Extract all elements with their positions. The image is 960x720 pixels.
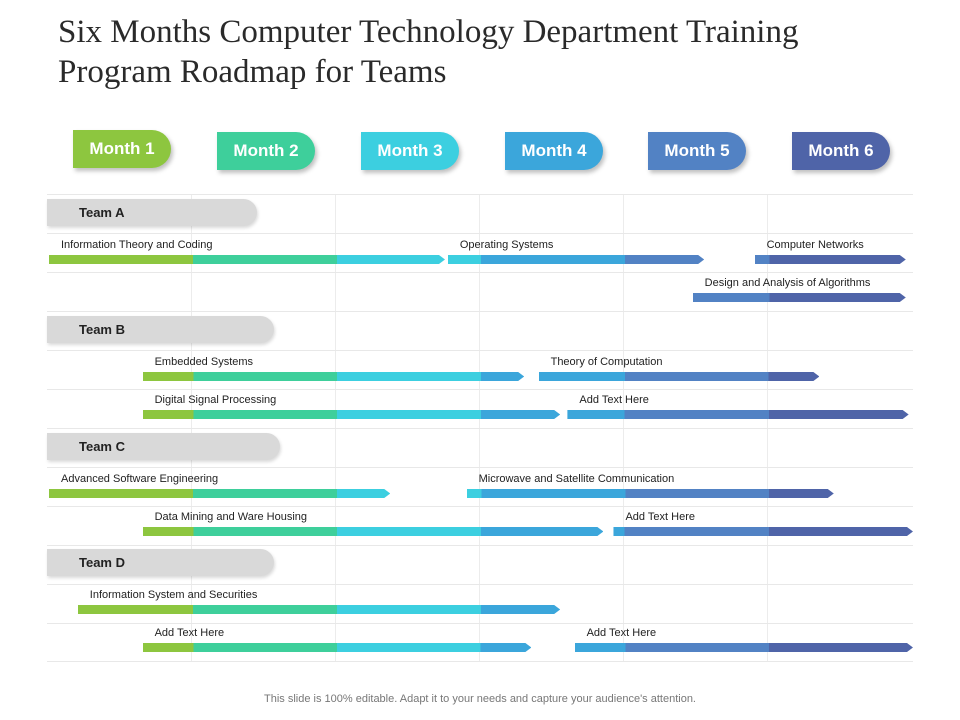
task-label: Digital Signal Processing [154, 394, 277, 406]
month-tab-3: Month 3 [361, 132, 459, 170]
task-label: Theory of Computation [550, 356, 663, 368]
task-bar [693, 293, 906, 302]
row-divider [47, 194, 913, 195]
task-label: Add Text Here [625, 511, 695, 523]
month-tab-6: Month 6 [792, 132, 890, 170]
page-title: Six Months Computer Technology Departmen… [58, 14, 799, 90]
task-label: Design and Analysis of Algorithms [704, 277, 871, 289]
row-divider [47, 233, 913, 234]
task-label: Operating Systems [459, 239, 554, 251]
task-bar [539, 372, 820, 381]
month-tab-1: Month 1 [73, 130, 171, 168]
task-label: Data Mining and Ware Housing [154, 511, 308, 523]
task-label: Information System and Securities [89, 589, 258, 601]
row-divider [47, 389, 913, 390]
row-divider [47, 661, 913, 662]
row-divider [47, 545, 913, 546]
team-label: Team D [47, 549, 274, 576]
team-label: Team A [47, 199, 257, 226]
task-bar [575, 643, 913, 652]
task-label: Add Text Here [586, 627, 657, 639]
task-bar [143, 527, 604, 536]
row-divider [47, 467, 913, 468]
task-label: Advanced Software Engineering [61, 473, 219, 485]
month-tab-4: Month 4 [505, 132, 603, 170]
task-bar [567, 410, 908, 419]
task-label: Add Text Here [154, 627, 225, 639]
task-label: Computer Networks [766, 239, 864, 251]
month-tab-2: Month 2 [217, 132, 315, 170]
task-bar [755, 255, 906, 264]
footer-note: This slide is 100% editable. Adapt it to… [264, 693, 696, 705]
row-divider [47, 623, 913, 624]
task-bar [143, 643, 532, 652]
row-divider [47, 428, 913, 429]
team-label: Team C [47, 433, 280, 460]
task-bar [448, 255, 704, 264]
task-bar [49, 489, 390, 498]
task-bar [467, 489, 834, 498]
row-divider [47, 584, 913, 585]
task-bar [49, 255, 445, 264]
task-bar [613, 527, 913, 536]
row-divider [47, 350, 913, 351]
task-bar [143, 372, 525, 381]
task-label: Microwave and Satellite Communication [478, 473, 675, 485]
row-divider [47, 272, 913, 273]
month-tab-5: Month 5 [648, 132, 746, 170]
task-label: Information Theory and Coding [61, 239, 213, 251]
task-bar [78, 605, 560, 614]
task-bar [143, 410, 561, 419]
team-label: Team B [47, 316, 274, 343]
row-divider [47, 311, 913, 312]
task-label: Add Text Here [579, 394, 649, 406]
task-label: Embedded Systems [154, 356, 254, 368]
row-divider [47, 506, 913, 507]
